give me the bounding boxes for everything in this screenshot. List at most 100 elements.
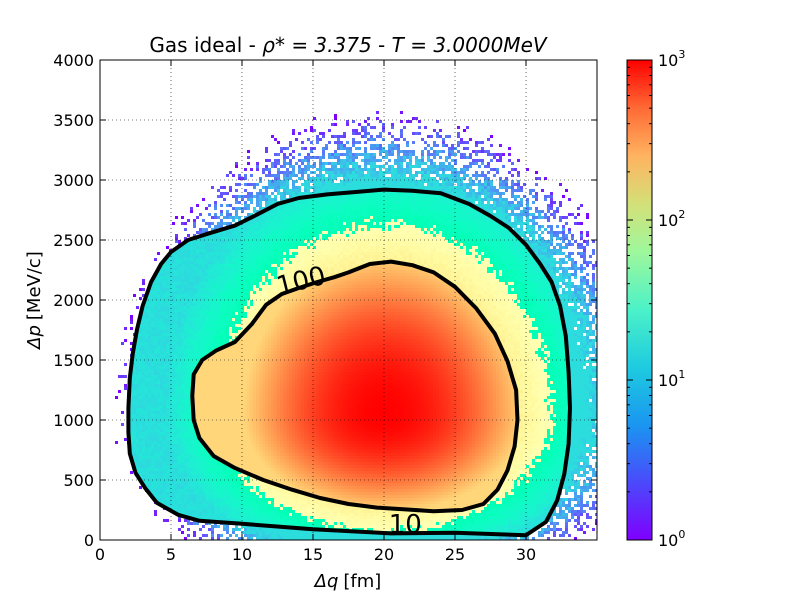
heatmap-cell [319, 219, 322, 222]
heatmap-cell [316, 231, 319, 234]
heatmap-cell [334, 123, 337, 126]
heatmap-cell [238, 183, 241, 186]
heatmap-cell [271, 198, 274, 201]
heatmap-cell [340, 198, 343, 201]
heatmap-cell [475, 198, 478, 201]
heatmap-cell [325, 282, 328, 285]
heatmap-cell [301, 177, 304, 180]
heatmap-cell [460, 183, 463, 186]
heatmap-cell [166, 246, 169, 249]
heatmap-cell [445, 207, 448, 210]
heatmap-cell [310, 177, 313, 180]
heatmap-cell [169, 261, 172, 264]
heatmap-cell [550, 207, 553, 210]
heatmap-cell [256, 267, 259, 270]
heatmap-cell [388, 168, 391, 171]
heatmap-cell [322, 198, 325, 201]
heatmap-cell [373, 138, 376, 141]
heatmap-cell [349, 150, 352, 153]
heatmap-cell [394, 183, 397, 186]
heatmap-cell [457, 231, 460, 234]
heatmap-cell [481, 150, 484, 153]
heatmap-cell [385, 222, 388, 225]
heatmap-cell [325, 252, 328, 255]
heatmap-cell [427, 255, 430, 258]
heatmap-cell [298, 237, 301, 240]
heatmap-cell [394, 177, 397, 180]
heatmap-cell [331, 204, 334, 207]
heatmap-cell [337, 216, 340, 219]
heatmap-cell [472, 216, 475, 219]
heatmap-cell [388, 177, 391, 180]
heatmap-cell [274, 174, 277, 177]
heatmap-cell [451, 207, 454, 210]
heatmap-cell [361, 183, 364, 186]
heatmap-cell [322, 216, 325, 219]
heatmap-cell [385, 240, 388, 243]
heatmap-cell [337, 210, 340, 213]
heatmap-cell [427, 168, 430, 171]
heatmap-cell [448, 255, 451, 258]
heatmap-cell [448, 213, 451, 216]
heatmap-cell [433, 153, 436, 156]
heatmap-cell [409, 201, 412, 204]
heatmap-cell [427, 213, 430, 216]
heatmap-cell [508, 204, 511, 207]
heatmap-cell [481, 264, 484, 267]
heatmap-cell [496, 201, 499, 204]
heatmap-cell [157, 273, 160, 276]
heatmap-cell [568, 273, 571, 276]
heatmap-cell [526, 207, 529, 210]
heatmap-cell [346, 120, 349, 123]
heatmap-cell [376, 186, 379, 189]
heatmap-cell [373, 177, 376, 180]
heatmap-cell [262, 258, 265, 261]
heatmap-cell [271, 162, 274, 165]
heatmap-cell [325, 198, 328, 201]
heatmap-cell [424, 261, 427, 264]
heatmap-cell [328, 258, 331, 261]
heatmap-cell [334, 228, 337, 231]
heatmap-cell [334, 234, 337, 237]
heatmap-cell [328, 264, 331, 267]
heatmap-cell [502, 240, 505, 243]
heatmap-cell [334, 174, 337, 177]
heatmap-cell [571, 267, 574, 270]
heatmap-cell [292, 222, 295, 225]
heatmap-cell [268, 258, 271, 261]
heatmap-cell [421, 243, 424, 246]
heatmap-cell [451, 204, 454, 207]
heatmap-cell [352, 171, 355, 174]
heatmap-cell [163, 279, 166, 282]
heatmap-cell [424, 162, 427, 165]
heatmap-cell [253, 243, 256, 246]
heatmap-cell [406, 165, 409, 168]
heatmap-cell [223, 270, 226, 273]
heatmap-cell [352, 168, 355, 171]
heatmap-cell [202, 228, 205, 231]
heatmap-cell [523, 231, 526, 234]
heatmap-cell [442, 222, 445, 225]
heatmap-cell [307, 186, 310, 189]
heatmap-cell [229, 234, 232, 237]
heatmap-cell [193, 249, 196, 252]
heatmap-cell [427, 225, 430, 228]
heatmap-cell [235, 243, 238, 246]
heatmap-cell [508, 261, 511, 264]
heatmap-cell [298, 201, 301, 204]
heatmap-cell [208, 264, 211, 267]
heatmap-cell [475, 174, 478, 177]
heatmap-cell [484, 246, 487, 249]
heatmap-cell [568, 279, 571, 282]
heatmap-cell [496, 213, 499, 216]
heatmap-cell [289, 270, 292, 273]
heatmap-cell [535, 261, 538, 264]
heatmap-cell [484, 195, 487, 198]
heatmap-cell [175, 279, 178, 282]
heatmap-cell [280, 204, 283, 207]
heatmap-cell [376, 171, 379, 174]
heatmap-cell [514, 243, 517, 246]
heatmap-cell [259, 198, 262, 201]
heatmap-cell [493, 228, 496, 231]
heatmap-cell [463, 177, 466, 180]
